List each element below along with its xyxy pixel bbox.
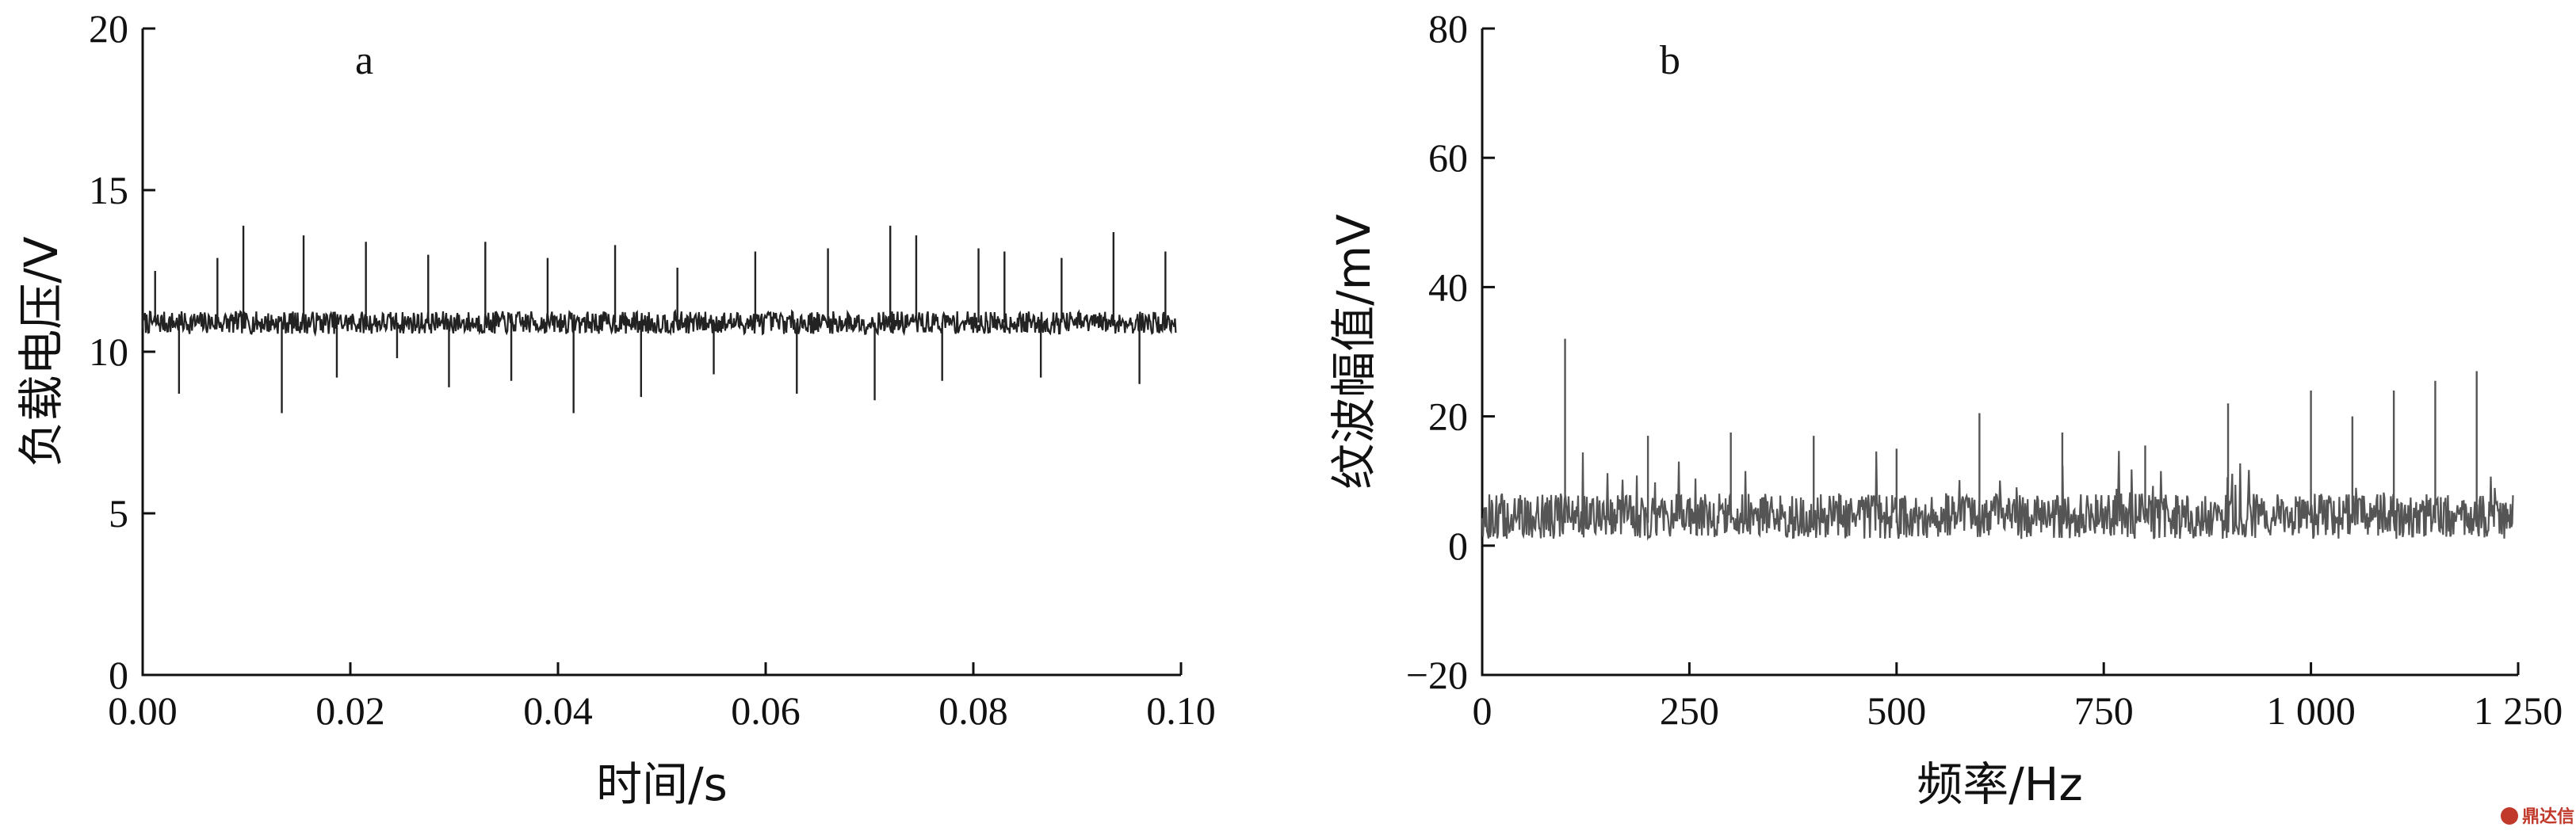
panel-a-xtick-label: 0.08 xyxy=(938,688,1008,733)
panel-b-ytick-label: 60 xyxy=(1428,135,1468,180)
panel-a-ytick-label: 0 xyxy=(109,653,128,697)
panel-b-xtick-label: 750 xyxy=(2074,688,2134,733)
panel-a-xlabel: 时间/s xyxy=(596,757,728,811)
panel-a-ytick-label: 5 xyxy=(109,491,128,536)
panel-a-xtick-label: 0.06 xyxy=(731,688,801,733)
panel-b-ytick-label: 40 xyxy=(1428,265,1468,309)
panel-a-ytick-label: 15 xyxy=(89,168,128,212)
panel-b-xlabel: 频率/Hz xyxy=(1917,757,2083,811)
panel-b-series-line xyxy=(1481,451,2514,541)
panel-a-label: a xyxy=(355,38,373,83)
panel-b-spikes xyxy=(1564,338,2478,524)
panel-b-xtick-label: 1 000 xyxy=(2266,688,2356,733)
panel-b-axes-frame xyxy=(1481,29,2518,677)
panel-a-ytick-label: 10 xyxy=(89,330,128,374)
panel-a-spikes xyxy=(154,225,1167,414)
panel-a-axes-frame xyxy=(141,29,1181,677)
panel-b-ytick-label: 0 xyxy=(1448,524,1468,568)
panel-b-ytick-label: 80 xyxy=(1428,6,1468,51)
panel-b-label: b xyxy=(1660,38,1680,83)
panel-a-xtick-label: 0.00 xyxy=(108,688,178,733)
panel-a-ylabel: 负载电压/V xyxy=(14,236,68,467)
watermark-logo: 鼎达信 xyxy=(2501,806,2574,827)
watermark-text: 鼎达信 xyxy=(2522,806,2574,827)
panel-a-series-line xyxy=(141,308,1177,337)
panel-b-xtick-label: 250 xyxy=(1660,688,1719,733)
panel-b-xtick-label: 1 250 xyxy=(2474,688,2563,733)
panel-b-xtick-label: 0 xyxy=(1473,688,1492,733)
panel-a-xtick-label: 0.10 xyxy=(1146,688,1216,733)
panel-b-xtick-label: 500 xyxy=(1867,688,1926,733)
panel-a-xtick-label: 0.04 xyxy=(523,688,593,733)
panel-a-ytick-label: 20 xyxy=(89,6,128,51)
panel-a-xtick-label: 0.02 xyxy=(315,688,385,733)
panel-b-ytick-label: −20 xyxy=(1406,653,1468,697)
panel-b-ylabel: 纹波幅值/mV xyxy=(1327,214,1381,490)
panel-a: 0.00 0.02 0.04 0.06 0.08 0.10 0 5 10 15 20 a 时间/s… xyxy=(14,6,1216,811)
panel-b-ytick-label: 20 xyxy=(1428,395,1468,439)
